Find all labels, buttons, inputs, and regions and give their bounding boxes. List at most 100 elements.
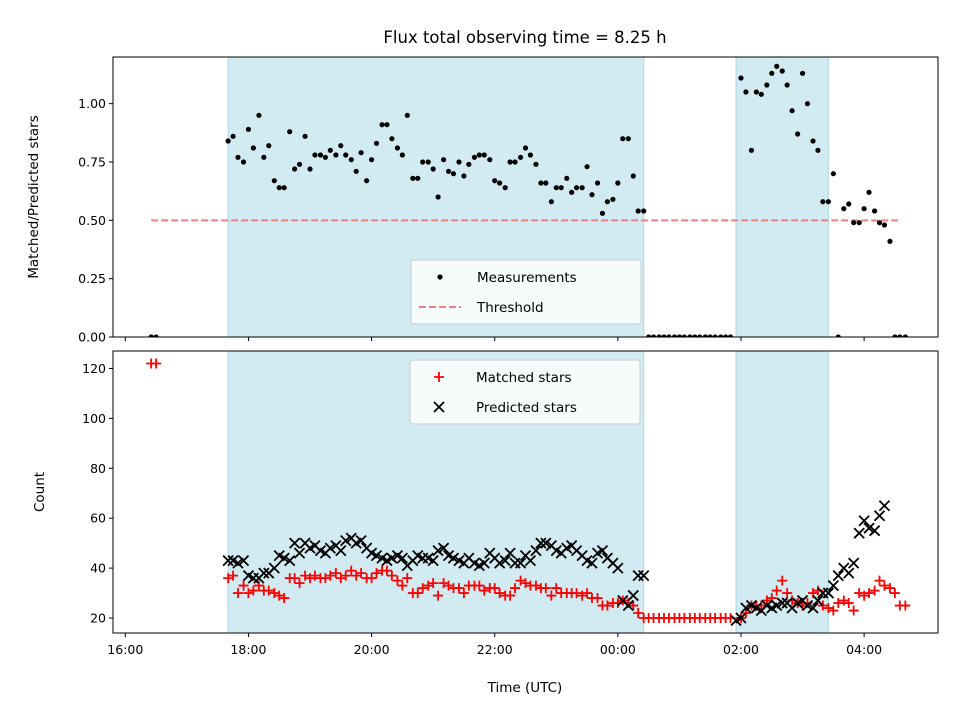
measurement-point — [604, 199, 610, 205]
matched-stars-point — [279, 593, 290, 604]
y-tick-label: 120 — [82, 361, 106, 376]
predicted-stars-point — [524, 554, 537, 567]
predicted-stars-point — [278, 552, 290, 564]
matched-stars-point — [232, 588, 243, 599]
predicted-stars-point — [812, 594, 824, 607]
predicted-stars-point — [843, 567, 855, 579]
measurement-point — [307, 166, 313, 172]
predicted-stars-point — [504, 547, 516, 559]
measurement-point — [779, 68, 785, 74]
y-tick-label: 100 — [82, 411, 106, 426]
matched-stars-point — [366, 573, 377, 584]
measurement-point — [774, 63, 780, 69]
measurement-point — [261, 154, 267, 160]
matched-stars-point — [294, 578, 305, 589]
measurement-point — [594, 180, 601, 186]
matched-stars-point — [397, 580, 408, 591]
measurement-point — [240, 159, 247, 165]
predicted-stars-point — [447, 552, 460, 564]
predicted-stars-point — [638, 569, 650, 582]
legend-marker-measurements — [437, 274, 443, 280]
matched-stars-point — [381, 565, 392, 576]
predicted-stars-point — [873, 510, 886, 522]
measurement-point — [584, 164, 590, 170]
predicted-stars-point — [427, 554, 439, 567]
measurement-point — [553, 185, 559, 191]
matched-stars-point — [628, 600, 639, 611]
measurement-point — [681, 334, 687, 337]
matched-stars-point — [402, 573, 413, 584]
measurement-point — [445, 168, 452, 174]
predicted-stars-point — [232, 557, 244, 569]
x-tick-label: 02:00 — [723, 642, 759, 657]
measurement-point — [358, 150, 364, 156]
measurement-point — [641, 208, 647, 214]
predicted-stars-point — [284, 554, 296, 567]
measurement-point — [574, 185, 580, 191]
predicted-stars-point — [858, 515, 870, 527]
y-tick-label: 80 — [90, 461, 106, 476]
matched-stars-point — [371, 568, 382, 579]
measurement-point — [415, 175, 421, 181]
measurement-point — [892, 334, 898, 337]
x-tick-label: 18:00 — [230, 642, 266, 657]
top-panel: 0.00 0.25 0.50 0.75 1.00 Matched/Predicted st… — [26, 56, 939, 345]
measurement-point — [548, 199, 554, 205]
y-axis-label-bottom: Count — [32, 472, 48, 512]
measurement-point — [620, 136, 626, 142]
measurement-point — [266, 143, 272, 149]
measurement-point — [712, 334, 718, 337]
measurement-point — [702, 334, 708, 337]
measurement-point — [835, 334, 841, 337]
predicted-stars-point — [848, 557, 860, 569]
matched-stars-point — [346, 565, 357, 576]
x-tick-label: 22:00 — [477, 642, 513, 657]
predicted-stars-point — [868, 525, 881, 537]
matched-stars-point — [494, 588, 505, 599]
measurement-point — [610, 196, 616, 202]
y-tick-label: 60 — [90, 511, 106, 526]
measurement-point — [876, 220, 883, 226]
measurement-point — [589, 192, 595, 198]
observing-window-2 — [735, 56, 829, 338]
matched-stars-point — [900, 600, 911, 611]
matched-stars-point — [489, 583, 500, 594]
measurement-point — [230, 133, 236, 139]
measurement-point — [456, 159, 462, 165]
measurement-point — [225, 138, 231, 144]
measurement-point — [738, 75, 744, 81]
measurement-point — [533, 161, 539, 167]
measurement-point — [292, 166, 298, 172]
predicted-stars-point — [827, 579, 839, 592]
matched-stars-point — [848, 605, 859, 616]
predicted-stars-point — [612, 562, 624, 574]
predicted-stars-point — [535, 537, 547, 549]
measurement-point — [748, 147, 755, 153]
measurement-point — [656, 334, 662, 337]
predicted-stars-point — [293, 547, 306, 559]
matched-stars-point — [412, 588, 423, 599]
measurement-point — [707, 334, 713, 337]
measurement-point — [646, 334, 652, 337]
predicted-stars-point — [807, 602, 819, 614]
measurement-point — [481, 152, 487, 158]
measurement-point — [815, 147, 821, 153]
measurement-point — [687, 334, 693, 337]
predicted-stars-point — [596, 545, 609, 557]
matched-stars-point — [417, 583, 428, 594]
measurement-point — [830, 171, 836, 177]
measurement-point — [373, 140, 380, 146]
bottom-panel: 20 40 60 80 100 120 16:00 18:00 20:00 22:00 00:00 0… — [32, 350, 939, 657]
matched-stars-point — [330, 568, 341, 579]
measurement-point — [476, 152, 482, 158]
matched-stars-point — [238, 580, 249, 591]
matched-stars-point — [782, 588, 793, 599]
predicted-stars-point — [335, 545, 347, 557]
matched-stars-point — [633, 608, 644, 619]
predicted-stars-point — [396, 552, 409, 564]
measurement-point — [497, 180, 503, 186]
matched-stars-point — [889, 588, 900, 599]
predicted-stars-point — [776, 597, 788, 609]
measurement-point — [625, 136, 631, 142]
